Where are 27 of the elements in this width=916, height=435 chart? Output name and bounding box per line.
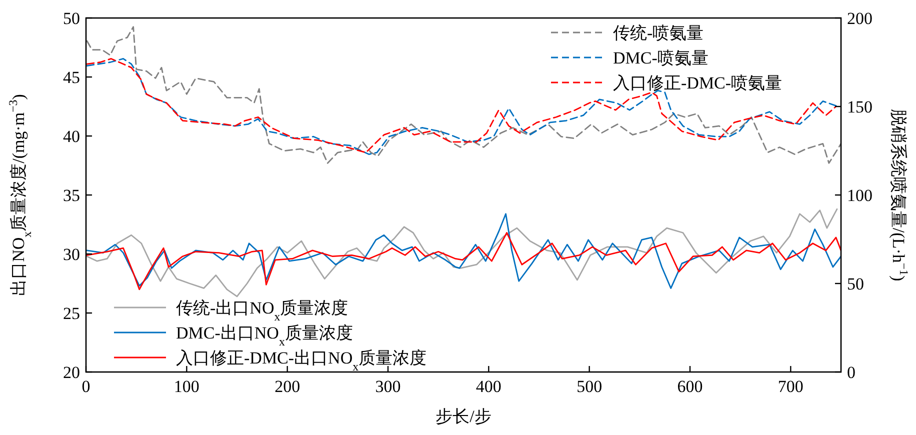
x-axis-title: 步长/步: [436, 407, 492, 426]
y-tick-label: 20: [63, 363, 80, 382]
x-tick-label: 400: [476, 377, 502, 396]
y2-tick-label: 150: [847, 98, 872, 116]
y-tick-label: 25: [63, 304, 80, 323]
y-tick-label: 30: [63, 245, 80, 264]
y2-tick-label: 200: [847, 9, 872, 28]
y2-tick-label: 50: [847, 274, 864, 294]
x-tick-label: 300: [375, 377, 401, 396]
x-tick-label: 100: [174, 377, 200, 396]
y-tick-label: 45: [63, 68, 80, 87]
x-tick-label: 0: [82, 377, 90, 396]
legend-label: 传统-喷氨量: [613, 24, 704, 42]
y-tick-label: 50: [63, 9, 80, 28]
legend-label: 传统-出口NO$_{x}$质量浓度: [176, 298, 348, 324]
x-tick-label: 600: [677, 377, 703, 396]
x-tick-label: 200: [274, 377, 300, 396]
y-tick-label: 40: [63, 127, 80, 146]
x-tick-label: 700: [778, 377, 804, 396]
legend-label: DMC-出口NO$_{x}$质量浓度: [176, 324, 353, 348]
legend-label: 入口修正-DMC-出口NO$_{x}$质量浓度: [176, 348, 427, 374]
legend-label: 入口修正-DMC-喷氨量: [613, 74, 782, 92]
y2-tick-label: 100: [847, 186, 872, 205]
y-tick-label: 35: [63, 186, 80, 205]
legend-label: DMC-喷氨量: [613, 48, 708, 68]
y2-tick-label: 0: [847, 363, 856, 382]
x-tick-label: 500: [576, 377, 602, 396]
